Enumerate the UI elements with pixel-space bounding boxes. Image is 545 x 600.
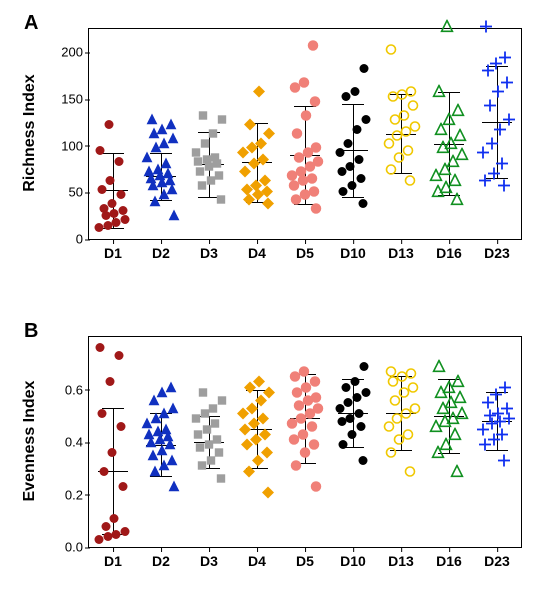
data-point <box>296 75 312 96</box>
y-axis-label: Evenness Index <box>21 341 39 541</box>
y-tick: 0.2 <box>65 487 89 502</box>
data-point <box>103 174 117 193</box>
data-point <box>450 464 464 483</box>
data-point <box>307 93 323 114</box>
data-point <box>403 464 417 483</box>
y-tick: 0.0 <box>65 540 89 555</box>
data-point <box>167 209 181 228</box>
data-point <box>305 37 321 58</box>
data-point <box>196 385 210 404</box>
plot-area: 050100150200D1D2D3D4D5D10D13D16D23 <box>88 28 522 240</box>
x-tick: D5 <box>296 239 314 261</box>
data-point <box>357 359 371 378</box>
data-point <box>258 174 272 193</box>
data-point <box>498 50 512 69</box>
data-point <box>296 363 312 384</box>
data-point <box>384 43 398 62</box>
x-tick: D10 <box>340 239 366 261</box>
data-point <box>214 192 228 211</box>
x-tick: D5 <box>296 547 314 569</box>
data-point <box>243 118 257 137</box>
y-tick: 100 <box>61 138 89 153</box>
data-point <box>497 454 511 473</box>
data-point <box>97 464 111 483</box>
data-point <box>384 364 398 383</box>
x-tick: D3 <box>200 239 218 261</box>
data-point <box>261 485 275 504</box>
x-tick: D23 <box>484 239 510 261</box>
y-tick: 0.4 <box>65 435 89 450</box>
data-point <box>404 367 418 386</box>
y-tick: 50 <box>69 185 89 200</box>
data-point <box>403 174 417 193</box>
data-point <box>356 454 370 473</box>
x-tick: D1 <box>104 547 122 569</box>
x-tick: D3 <box>200 547 218 569</box>
data-point <box>164 380 178 399</box>
data-point <box>495 157 509 176</box>
data-point <box>102 118 116 137</box>
data-point <box>95 406 109 425</box>
data-point <box>404 85 418 104</box>
y-tick: 150 <box>61 92 89 107</box>
y-tick: 0.6 <box>65 382 89 397</box>
plot-area: 0.00.20.40.6D1D2D3D4D5D10D13D16D23 <box>88 336 522 548</box>
x-tick: D13 <box>388 547 414 569</box>
x-tick: D4 <box>248 547 266 569</box>
y-axis-label: Richness Index <box>21 33 39 233</box>
data-point <box>252 85 266 104</box>
data-point <box>114 419 128 438</box>
data-point <box>215 113 229 132</box>
data-point <box>93 144 107 163</box>
data-point <box>214 472 228 491</box>
y-tick: 200 <box>61 45 89 60</box>
data-point <box>167 480 181 499</box>
data-point <box>112 349 126 368</box>
data-point <box>215 393 229 412</box>
x-tick: D16 <box>436 239 462 261</box>
x-tick: D23 <box>484 547 510 569</box>
data-point <box>451 375 465 394</box>
data-point <box>107 511 121 530</box>
data-point <box>500 76 514 95</box>
data-point <box>164 118 178 137</box>
data-point <box>93 341 107 360</box>
data-point <box>289 126 305 147</box>
data-point <box>498 380 512 399</box>
data-point <box>479 20 493 39</box>
data-point <box>308 479 324 500</box>
data-point <box>196 108 210 127</box>
data-point <box>502 113 516 132</box>
x-tick: D10 <box>340 547 366 569</box>
x-tick: D16 <box>436 547 462 569</box>
x-tick: D4 <box>248 239 266 261</box>
data-point <box>308 140 324 161</box>
x-tick: D2 <box>152 239 170 261</box>
data-point <box>352 153 366 172</box>
data-point <box>440 20 454 39</box>
y-tick: 0 <box>76 232 89 247</box>
panel-label-a: A <box>24 12 38 35</box>
data-point <box>105 446 119 465</box>
x-tick: D13 <box>388 239 414 261</box>
data-point <box>112 155 126 174</box>
data-point <box>348 85 362 104</box>
data-point <box>451 104 465 123</box>
x-tick: D1 <box>104 239 122 261</box>
data-point <box>252 375 266 394</box>
data-point <box>116 480 130 499</box>
x-tick: D2 <box>152 547 170 569</box>
data-point <box>103 375 117 394</box>
data-point <box>262 127 276 146</box>
data-point <box>356 197 370 216</box>
data-point <box>432 85 446 104</box>
data-point <box>432 359 446 378</box>
data-point <box>359 113 373 132</box>
data-point <box>357 62 371 81</box>
panel-label-b: B <box>24 320 38 343</box>
data-point <box>145 113 159 132</box>
